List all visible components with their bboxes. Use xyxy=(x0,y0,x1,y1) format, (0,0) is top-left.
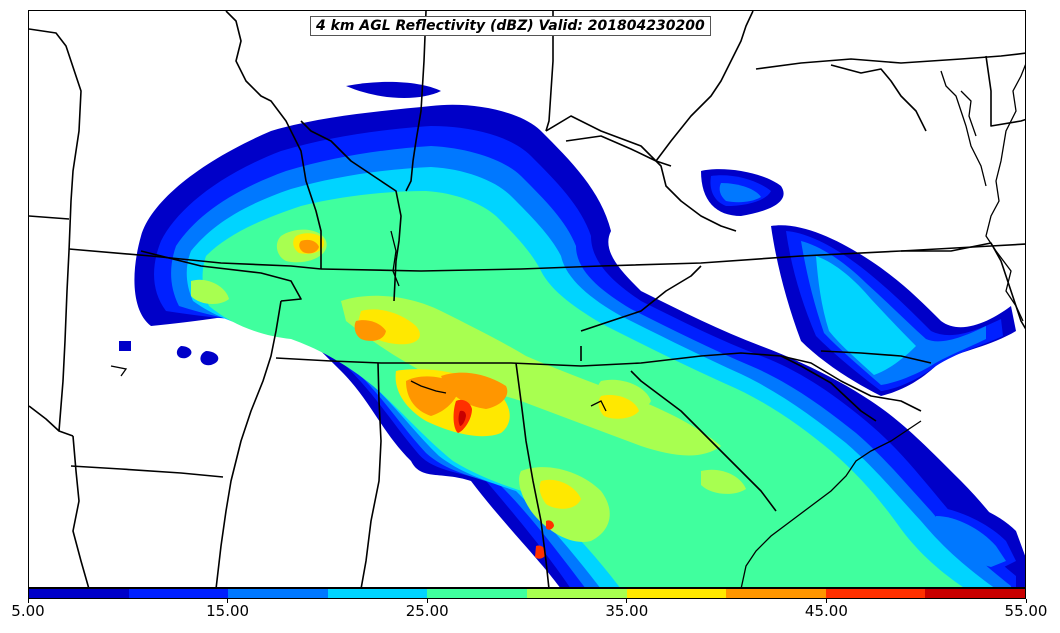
colorbar-segment xyxy=(626,589,727,598)
colorbar-segment xyxy=(29,589,129,598)
colorbar-segment xyxy=(128,589,229,598)
colorbar-tick xyxy=(227,599,229,603)
colorbar-tick-label: 55.00 xyxy=(1004,602,1048,620)
colorbar-tick xyxy=(825,599,827,603)
colorbar-tick-label: 35.00 xyxy=(605,602,649,620)
colorbar-segment xyxy=(228,589,328,598)
colorbar xyxy=(28,588,1026,599)
map-title: 4 km AGL Reflectivity (dBZ) Valid: 20180… xyxy=(310,16,711,36)
colorbar-tick xyxy=(426,599,428,603)
radar-map xyxy=(29,11,1025,587)
colorbar-tick-label: 15.00 xyxy=(206,602,250,620)
colorbar-segment xyxy=(526,589,627,598)
colorbar-tick-label: 5.00 xyxy=(11,602,45,620)
colorbar-tick xyxy=(27,599,29,603)
state-boundaries xyxy=(29,11,1025,587)
colorbar-segment xyxy=(327,589,428,598)
reflectivity-50dbz xyxy=(458,410,466,426)
colorbar-tick-label: 45.00 xyxy=(804,602,848,620)
reflectivity-40dbz xyxy=(299,239,508,416)
colorbar-segment xyxy=(925,589,1025,598)
map-panel xyxy=(28,10,1026,588)
coastlines xyxy=(110,64,1025,587)
colorbar-tick xyxy=(1025,599,1027,603)
colorbar-tick-label: 25.00 xyxy=(405,602,449,620)
colorbar-segment xyxy=(825,589,926,598)
colorbar-tick xyxy=(626,599,628,603)
colorbar-segment xyxy=(726,589,826,598)
colorbar-segment xyxy=(427,589,527,598)
